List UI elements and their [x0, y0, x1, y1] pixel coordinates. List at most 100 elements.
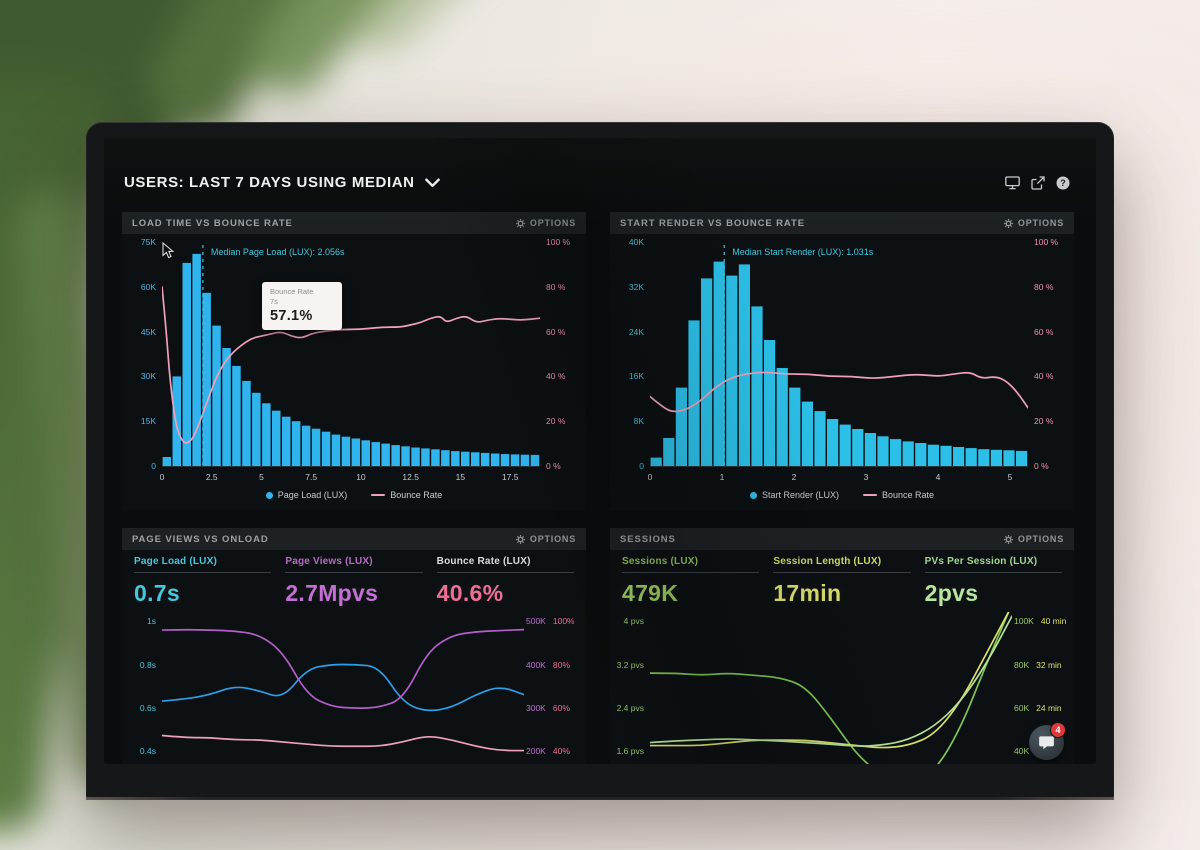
y-axis-left: 1s 0.8s 0.6s 0.4s [122, 612, 156, 764]
display-icon[interactable] [1005, 175, 1020, 190]
panel-title: PAGE VIEWS VS ONLOAD [132, 533, 269, 545]
options-button[interactable]: OPTIONS [1003, 534, 1064, 544]
legend-line-swatch [371, 493, 386, 497]
mouse-cursor-icon [162, 242, 174, 259]
gear-icon [1003, 534, 1013, 544]
legend-label: Page Load (LUX) [277, 490, 348, 500]
axis-tick: 0 [639, 461, 644, 471]
metric-label: Session Length (LUX) [773, 556, 911, 573]
axis-tick: 100K 40 min [1014, 616, 1067, 627]
axis-tick: 400K 80% [526, 659, 570, 670]
axis-tick: 0.4s [139, 745, 156, 756]
axis-tick: 60K 24 min [1014, 702, 1062, 713]
axis-tick: 2.4 pvs [616, 702, 644, 713]
y-axis-left: 4 pvs 3.2 pvs 2.4 pvs 1.6 pvs [610, 612, 644, 764]
metrics-row: Sessions (LUX) 479K Session Length (LUX)… [622, 556, 1062, 607]
svg-text:?: ? [1060, 178, 1066, 188]
metric-label: Page Load (LUX) [134, 556, 272, 573]
options-label: OPTIONS [529, 534, 576, 544]
axis-tick: 32K [628, 281, 644, 292]
axis-tick: 0 [159, 472, 165, 482]
axis-tick: 4 pvs [623, 616, 644, 627]
legend-label: Start Render (LUX) [761, 490, 839, 500]
notification-badge: 4 [1050, 722, 1066, 738]
legend-label: Bounce Rate [390, 490, 443, 500]
legend-item: Bounce Rate [371, 490, 442, 500]
metric-page-views: Page Views (LUX) 2.7Mpvs [285, 556, 423, 607]
median-label: Median Page Load (LUX): 2.056s [210, 247, 345, 257]
chat-launcher-button[interactable]: 4 [1029, 722, 1066, 760]
axis-tick: 4 [935, 472, 941, 482]
axis-tick: 0 [151, 461, 156, 471]
chevron-down-icon [424, 178, 440, 187]
axis-tick: 40K [1014, 745, 1030, 756]
legend-item: Start Render (LUX) [749, 490, 839, 500]
metric-bounce-rate: Bounce Rate (LUX) 40.6% [436, 556, 574, 607]
tooltip-value: 57.1% [270, 308, 313, 324]
legend-dot-swatch [265, 491, 273, 499]
axis-tick: 0 [647, 472, 653, 482]
y-axis-right: 100K 40 min 80K 32 min 60K 24 min 40K [1014, 612, 1074, 764]
options-label: OPTIONS [1017, 534, 1064, 544]
y-axis-right: 100 % 80 % 60 % 40 % 20 % 0 % [546, 237, 584, 471]
axis-tick: 40 % [1034, 371, 1054, 382]
axis-tick: 1 [719, 472, 725, 482]
axis-tick: 15K [140, 416, 156, 427]
metric-value: 17min [773, 580, 842, 606]
options-button[interactable]: OPTIONS [1003, 218, 1064, 228]
y-axis-right: 100 % 80 % 60 % 40 % 20 % 0 % [1034, 237, 1072, 471]
metric-label: PVs Per Session (LUX) [924, 556, 1062, 573]
metric-value: 2pvs [924, 580, 979, 606]
legend-dot-swatch [749, 491, 757, 499]
plot-area: Median Page Load (LUX): 2.056s Bounce Ra… [162, 242, 540, 467]
legend-label: Bounce Rate [881, 490, 935, 500]
metric-label: Page Views (LUX) [285, 556, 423, 573]
axis-tick: 300K 60% [526, 702, 570, 713]
header-icon-group: ? [1005, 175, 1070, 190]
legend-item: Page Load (LUX) [265, 490, 348, 500]
options-button[interactable]: OPTIONS [515, 218, 576, 228]
axis-tick: 80 % [546, 281, 566, 292]
axis-tick: 3 [863, 472, 869, 482]
y-axis-left: 75K 60K 45K 30K 15K 0 [122, 237, 156, 471]
x-axis: 0 1 2 3 4 5 [647, 471, 1028, 483]
axis-tick: 1s [147, 616, 156, 627]
options-button[interactable]: OPTIONS [515, 534, 576, 544]
share-icon[interactable] [1031, 175, 1045, 190]
axis-tick: 5 [1007, 472, 1013, 482]
axis-tick: 2.5 [205, 472, 218, 482]
plot-area [650, 612, 1012, 764]
panel-title: START RENDER VS BOUNCE RATE [620, 217, 805, 229]
chart-tooltip: Bounce Rate 7s 57.1% [262, 282, 342, 330]
metric-value: 2.7Mpvs [285, 580, 379, 606]
axis-tick: 60K [140, 281, 156, 292]
axis-tick: 20 % [546, 416, 566, 427]
chat-bubble-icon [1039, 736, 1054, 750]
axis-tick: 10 [356, 472, 366, 482]
axis-tick: 3.2 pvs [616, 659, 644, 670]
axis-tick: 0 % [546, 461, 561, 471]
axis-tick: 0.8s [139, 659, 156, 670]
tooltip-series-label: Bounce Rate [270, 287, 314, 296]
laptop: USERS: LAST 7 DAYS USING MEDIAN [86, 122, 1114, 800]
panel-header: LOAD TIME VS BOUNCE RATE OPTIONS [122, 212, 586, 234]
axis-tick: 60 % [1034, 326, 1054, 337]
panel-start-render-vs-bounce-rate: START RENDER VS BOUNCE RATE OPTIONS 4 0 [610, 212, 1074, 510]
panel-title: SESSIONS [620, 533, 676, 545]
plot-area: Median Start Render (LUX): 1.031s [650, 242, 1028, 467]
panel-header: PAGE VIEWS VS ONLOAD OPTIONS [122, 528, 586, 550]
metric-label: Bounce Rate (LUX) [436, 556, 574, 573]
x-axis: 0 2.5 5 7.5 10 12.5 15 17.5 [159, 471, 540, 483]
axis-tick: 2 [791, 472, 797, 482]
gear-icon [515, 534, 525, 544]
panel-load-time-vs-bounce-rate: LOAD TIME VS BOUNCE RATE OPTIONS 75K 60 [122, 212, 586, 510]
legend-item: Bounce Rate [862, 490, 935, 500]
axis-tick: 200K 40% [526, 745, 570, 756]
axis-tick: 40 % [546, 371, 566, 382]
help-icon[interactable]: ? [1056, 176, 1070, 190]
gear-icon [1003, 218, 1013, 228]
axis-tick: 16K [628, 371, 644, 382]
dashboard-title-dropdown[interactable]: USERS: LAST 7 DAYS USING MEDIAN [124, 174, 440, 191]
axis-tick: 0.6s [139, 702, 156, 713]
axis-tick: 15 [455, 472, 466, 482]
